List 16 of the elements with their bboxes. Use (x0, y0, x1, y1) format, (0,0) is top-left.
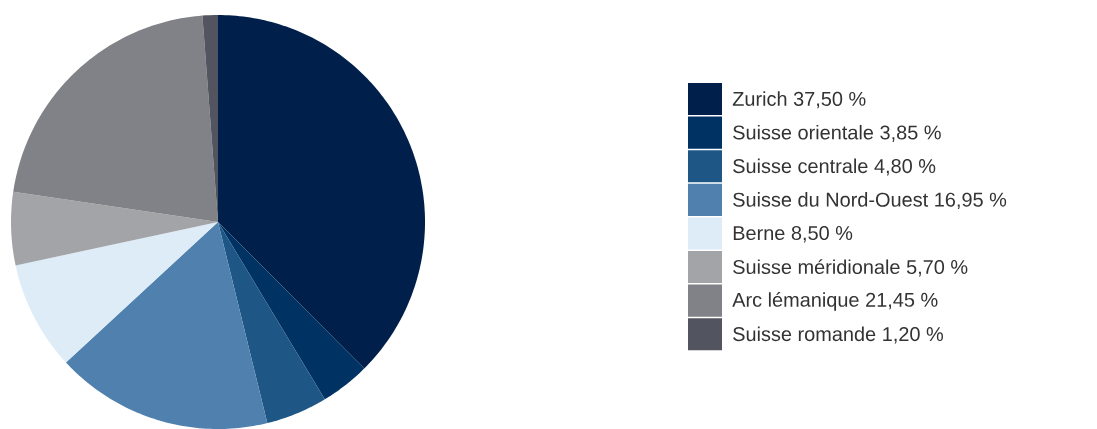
legend-label: Suisse méridionale (733, 259, 900, 275)
legend-label: Suisse romande (733, 326, 876, 342)
legend-label: Suisse du Nord-Ouest (733, 192, 929, 207)
legend-label: Berne (733, 226, 785, 241)
data-label: 1,20 % (883, 327, 944, 344)
data-label: 8,50 % (791, 225, 853, 243)
data-label: 3,85 % (880, 125, 941, 142)
legend-label: Arc lémanique (732, 292, 859, 311)
data-label: 37,50 % (793, 91, 866, 109)
legend-label: Suisse centrale (733, 158, 868, 174)
data-label: 4,80 % (874, 159, 936, 176)
data-label: 21,45 % (866, 292, 938, 310)
data-label: 5,70 % (906, 259, 968, 277)
legend-label: Suisse orientale (733, 124, 874, 140)
legend-label: Zurich (732, 91, 787, 106)
data-label: 16,95 % (935, 192, 1007, 210)
